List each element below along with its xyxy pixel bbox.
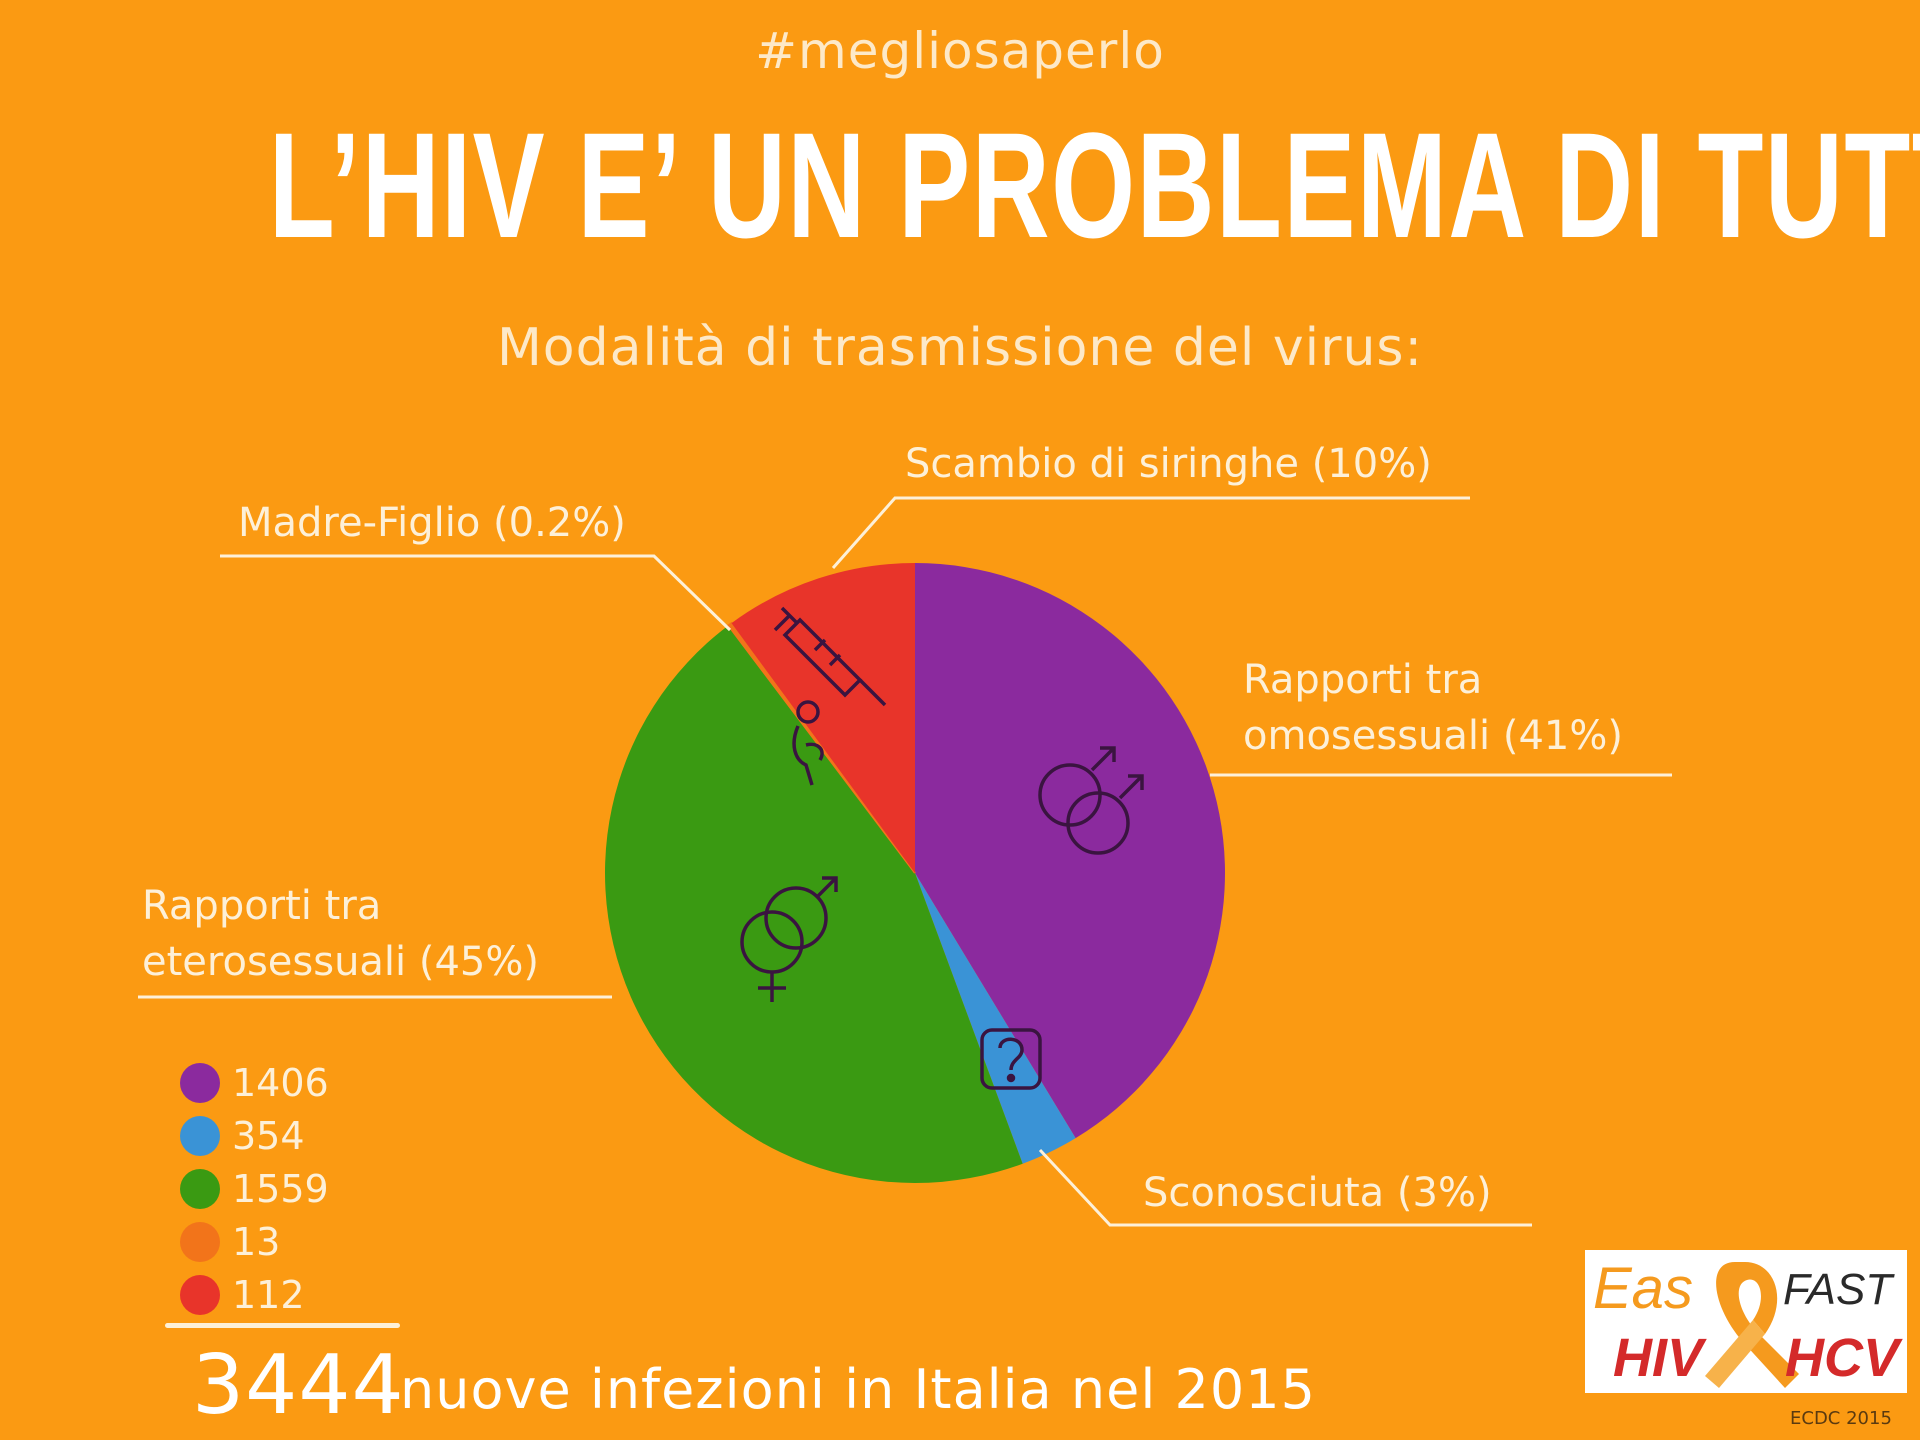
source-note: ECDC 2015 (1790, 1408, 1892, 1429)
total-caption: nuove infezioni in Italia nel 2015 (400, 1358, 1316, 1421)
logo-text-eas: Eas (1593, 1256, 1693, 1321)
leader-sconosciuta (1038, 1148, 1532, 1227)
legend-swatch (180, 1168, 220, 1209)
legend-value: 1406 (232, 1060, 329, 1105)
label-sconosciuta: Sconosciuta (3%) (1143, 1170, 1492, 1216)
leader-siringhe (831, 496, 1470, 569)
easyfast-logo: Eas FAST HIV HCV (1585, 1250, 1907, 1393)
legend-swatch (180, 1274, 220, 1315)
label-madre-figlio: Madre-Figlio (0.2%) (238, 500, 626, 546)
legend-value: 354 (232, 1113, 305, 1158)
legend-item: 354 (180, 1109, 329, 1162)
label-scambio-siringhe: Scambio di siringhe (10%) (905, 441, 1432, 487)
total-divider (165, 1323, 400, 1328)
chart-subtitle: Modalità di trasmissione del virus: (496, 318, 1424, 378)
legend-item: 1406 (180, 1056, 329, 1109)
slice-siringhe (731, 563, 915, 873)
logo-text-fast: FAST (1783, 1265, 1895, 1314)
legend-value: 112 (232, 1272, 305, 1317)
legend-item: 1559 (180, 1162, 329, 1215)
total-count: 3444 (192, 1338, 405, 1433)
ribbon-icon: Eas FAST HIV HCV (1593, 1256, 1903, 1388)
legend-swatch (180, 1115, 220, 1156)
mother-child-icon (792, 700, 824, 786)
logo-text-hiv: HIV (1613, 1328, 1707, 1388)
slice-eterosessuali (605, 625, 1023, 1183)
legend-swatch (180, 1062, 220, 1103)
label-eterosessuali: Rapporti tra eterosessuali (45%) (142, 883, 539, 985)
label-omosessuali: Rapporti tra omosessuali (41%) (1243, 657, 1623, 759)
legend-swatch (180, 1221, 220, 1262)
slice-omosessuali (915, 563, 1225, 1139)
headline: L’HIV E’ UN PROBLEMA DI TUTTI (268, 101, 1920, 269)
syringe-icon (773, 606, 887, 707)
hashtag: #megliosaperlo (755, 22, 1165, 80)
legend-value: 1559 (232, 1166, 329, 1211)
legend-value: 13 (232, 1219, 281, 1264)
male-female-icon (740, 876, 838, 1002)
logo-text-hcv: HCV (1785, 1328, 1903, 1388)
question-mark-icon (980, 1028, 1042, 1090)
legend-item: 112 (180, 1268, 329, 1321)
male-male-icon (1038, 746, 1144, 855)
legend-item: 13 (180, 1215, 329, 1268)
legend: 1406 354 1559 13 112 (180, 1056, 329, 1321)
slice-sconosciuta (915, 873, 1076, 1164)
leader-madre-figlio (220, 554, 732, 632)
